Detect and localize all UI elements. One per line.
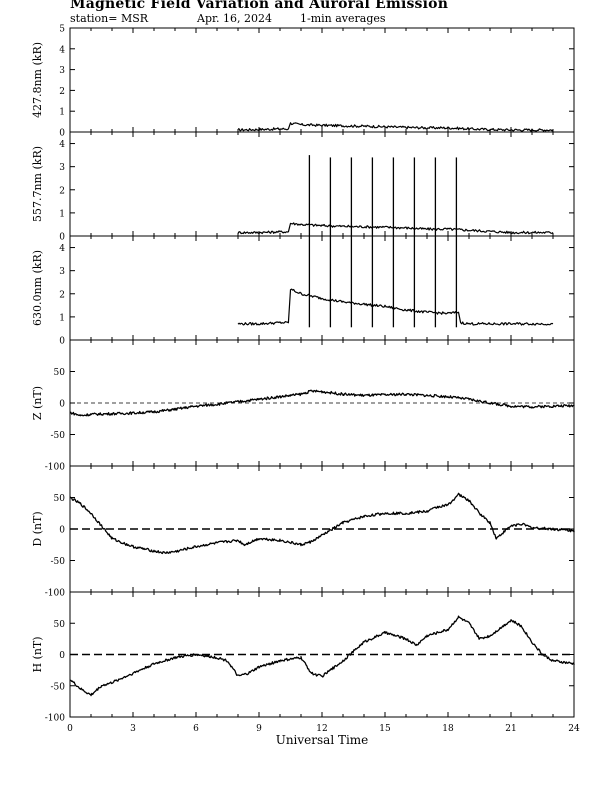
y-tick-label: -100: [45, 714, 65, 724]
y-tick-label: -50: [51, 557, 66, 567]
x-axis-label: Universal Time: [276, 733, 369, 747]
y-tick-label: 0: [59, 400, 65, 410]
panel-frame-p5577: [69, 131, 575, 237]
y-tick-label: 5: [59, 25, 65, 35]
x-tick-label: 21: [505, 724, 516, 734]
y-axis-label-pZ: Z (nT): [31, 386, 44, 420]
x-tick-label: 18: [442, 724, 454, 734]
y-axis-label-p6300: 630.0nm (kR): [31, 250, 44, 326]
y-tick-label: 3: [59, 163, 65, 173]
series-line-p5577: [237, 222, 554, 235]
y-tick-label: 50: [54, 620, 66, 630]
y-tick-label: -100: [45, 589, 65, 599]
series-line-pD: [69, 492, 575, 555]
y-tick-label: 1: [59, 313, 65, 323]
y-tick-label: 50: [54, 368, 66, 378]
y-tick-label: 3: [59, 267, 65, 277]
x-tick-label: 0: [67, 724, 73, 734]
y-tick-label: 0: [59, 233, 65, 243]
station-label: station= MSR: [70, 12, 149, 25]
y-tick-label: 0: [59, 526, 65, 536]
date-label: Apr. 16, 2024: [197, 12, 273, 25]
series-line-p4278: [238, 122, 554, 132]
y-tick-label: 4: [59, 45, 65, 55]
series-line-p6300: [237, 288, 554, 326]
x-tick-label: 6: [193, 724, 199, 734]
y-tick-label: 1: [59, 209, 65, 219]
y-axis-label-pH: H (nT): [31, 636, 44, 672]
series-line-pZ: [69, 389, 575, 417]
x-tick-label: 15: [379, 724, 391, 734]
y-tick-label: -100: [45, 463, 65, 473]
y-tick-label: 2: [59, 186, 65, 196]
y-tick-label: 2: [59, 87, 65, 97]
chart-title: Magnetic Field Variation and Auroral Emi…: [70, 0, 449, 12]
y-tick-label: 4: [59, 244, 65, 254]
y-tick-label: 1: [59, 108, 65, 118]
y-tick-label: 0: [59, 337, 65, 347]
y-tick-label: 50: [54, 494, 66, 504]
y-tick-label: 0: [59, 129, 65, 139]
panel-frame-p4278: [69, 27, 575, 133]
x-tick-label: 3: [130, 724, 136, 734]
y-tick-label: 0: [59, 651, 65, 661]
averaging-label: 1-min averages: [300, 12, 386, 25]
x-tick-label: 12: [316, 724, 327, 734]
y-tick-label: 2: [59, 290, 65, 300]
y-axis-label-p4278: 427.8nm (kR): [31, 42, 44, 118]
y-tick-label: 3: [59, 66, 65, 76]
y-axis-label-pD: D (nT): [31, 511, 44, 546]
y-tick-label: -50: [51, 682, 66, 692]
y-tick-label: -50: [51, 431, 66, 441]
x-tick-label: 9: [256, 724, 262, 734]
y-tick-label: 4: [59, 140, 65, 150]
series-line-pH: [69, 615, 575, 697]
x-tick-label: 24: [568, 724, 580, 734]
y-axis-label-p5577: 557.7nm (kR): [31, 146, 44, 222]
